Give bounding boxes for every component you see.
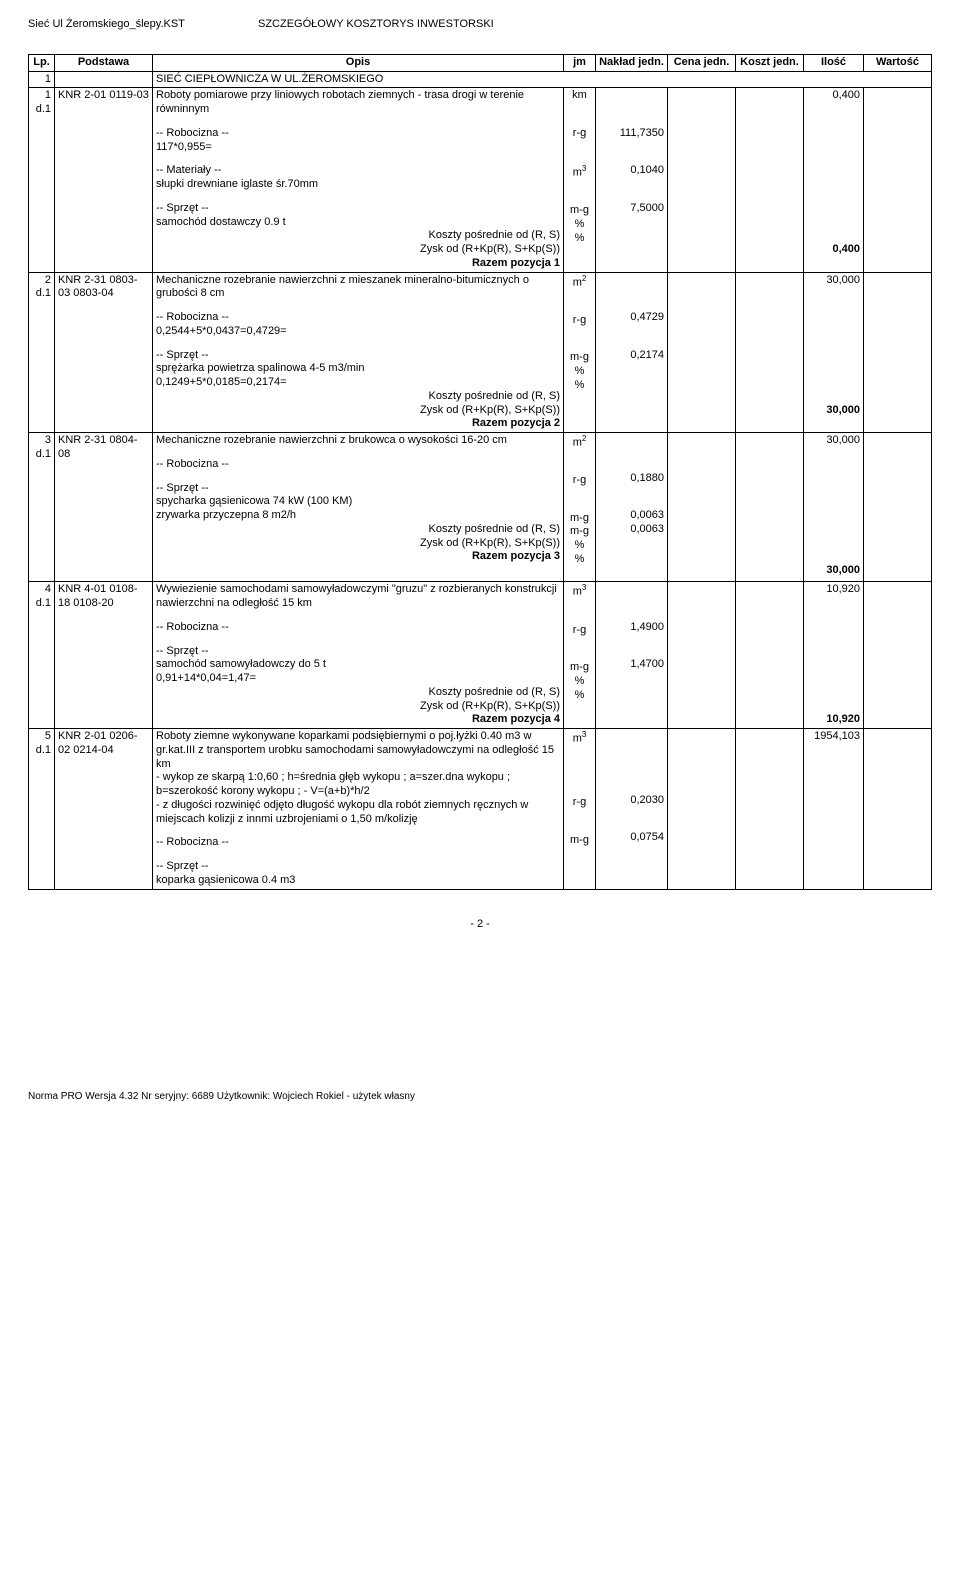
col-nak: Nakład jedn. — [596, 54, 668, 71]
col-wart: Wartość — [864, 54, 932, 71]
cell-ilosc: 30,000 30,000 — [804, 272, 864, 433]
table-row: 3d.1 KNR 2-31 0804-08 Mechaniczne rozebr… — [29, 433, 932, 582]
page-number: - 2 - — [28, 918, 932, 932]
desc-main: Mechaniczne rozebranie nawierzchni z mie… — [156, 274, 560, 302]
cell-nak: 0,1880 0,00630,0063 — [596, 433, 668, 582]
cell-base: KNR 2-01 0119-03 — [55, 88, 153, 272]
cell-lp: 5d.1 — [29, 729, 55, 890]
table-row: 5d.1 KNR 2-01 0206-02 0214-04 Roboty zie… — [29, 729, 932, 890]
table-row: 1d.1 KNR 2-01 0119-03 Roboty pomiarowe p… — [29, 88, 932, 272]
cell-nak: 111,7350 0,1040 7,5000 — [596, 88, 668, 272]
block-line: 0,91+14*0,04=1,47= — [156, 672, 560, 686]
desc-main: Mechaniczne rozebranie nawierzchni z bru… — [156, 434, 560, 448]
cell-koszt — [736, 272, 804, 433]
cell-koszt — [736, 88, 804, 272]
cell-desc: Mechaniczne rozebranie nawierzchni z bru… — [153, 433, 564, 582]
cell-nak: 0,2030 0,0754 — [596, 729, 668, 890]
cell-koszt — [736, 582, 804, 729]
col-desc: Opis — [153, 54, 564, 71]
header-left: Sieć Ul Żeromskiego_ślepy.KST — [28, 18, 228, 32]
cell-lp: 4d.1 — [29, 582, 55, 729]
col-base: Podstawa — [55, 54, 153, 71]
cell-desc: Wywiezienie samochodami samowyładowczymi… — [153, 582, 564, 729]
cell-jm: m2 r-g m-g %% — [564, 272, 596, 433]
col-lp: Lp. — [29, 54, 55, 71]
block-label: -- Sprzęt -- — [156, 202, 560, 216]
cell-desc: Roboty pomiarowe przy liniowych robotach… — [153, 88, 564, 272]
block-line: sprężarka powietrza spalinowa 4-5 m3/min — [156, 362, 560, 376]
block-label: -- Robocizna -- — [156, 458, 560, 472]
cell-ilosc: 10,920 10,920 — [804, 582, 864, 729]
cell-base: KNR 2-31 0804-08 — [55, 433, 153, 582]
cell-ilosc: 0,400 0,400 — [804, 88, 864, 272]
desc-main: Roboty ziemne wykonywane koparkami podsi… — [156, 730, 560, 826]
cell-base: KNR 2-31 0803-03 0803-04 — [55, 272, 153, 433]
cell-desc: Roboty ziemne wykonywane koparkami podsi… — [153, 729, 564, 890]
cell-nak: 1,4900 1,4700 — [596, 582, 668, 729]
cell-base: KNR 4-01 0108-18 0108-20 — [55, 582, 153, 729]
table-row: 4d.1 KNR 4-01 0108-18 0108-20 Wywiezieni… — [29, 582, 932, 729]
table-body: 1 SIEĆ CIEPŁOWNICZA W UL.ŻEROMSKIEGO 1d.… — [29, 71, 932, 889]
cell-lp: 2d.1 — [29, 272, 55, 433]
cost-table: Lp. Podstawa Opis jm Nakład jedn. Cena j… — [28, 54, 932, 890]
col-jm: jm — [564, 54, 596, 71]
block-label: -- Robocizna -- — [156, 836, 560, 850]
cell-wart — [864, 433, 932, 582]
block-line: spycharka gąsienicowa 74 kW (100 KM) — [156, 495, 560, 509]
cell-cena — [668, 729, 736, 890]
cell-jm: m2 r-g m-gm-g %% — [564, 433, 596, 582]
cell-desc: Mechaniczne rozebranie nawierzchni z mie… — [153, 272, 564, 433]
block-label: -- Sprzęt -- — [156, 482, 560, 496]
page-header: Sieć Ul Żeromskiego_ślepy.KST SZCZEGÓŁOW… — [28, 18, 932, 32]
desc-main: Roboty pomiarowe przy liniowych robotach… — [156, 89, 560, 117]
block-line: słupki drewniane iglaste śr.70mm — [156, 178, 560, 192]
block-line: 117*0,955= — [156, 141, 560, 155]
cell-cena — [668, 433, 736, 582]
cell-cena — [668, 88, 736, 272]
desc-main: Wywiezienie samochodami samowyładowczymi… — [156, 583, 560, 611]
cell-cena — [668, 582, 736, 729]
cell-koszt — [736, 433, 804, 582]
cell-ilosc: 30,000 30,000 — [804, 433, 864, 582]
section-lp: 1 — [29, 71, 55, 88]
block-label: -- Sprzęt -- — [156, 860, 560, 874]
cell-wart — [864, 272, 932, 433]
cell-koszt — [736, 729, 804, 890]
block-label: -- Sprzęt -- — [156, 349, 560, 363]
block-label: -- Sprzęt -- — [156, 645, 560, 659]
col-ilosc: Ilość — [804, 54, 864, 71]
cell-wart — [864, 582, 932, 729]
cell-jm: km r-g m3 m-g %% — [564, 88, 596, 272]
block-label: -- Robocizna -- — [156, 311, 560, 325]
cell-nak: 0,4729 0,2174 — [596, 272, 668, 433]
cell-wart — [864, 729, 932, 890]
block-line: 0,1249+5*0,0185=0,2174= — [156, 376, 560, 390]
cell-lp: 3d.1 — [29, 433, 55, 582]
block-label: -- Robocizna -- — [156, 127, 560, 141]
col-cena: Cena jedn. — [668, 54, 736, 71]
cell-base: KNR 2-01 0206-02 0214-04 — [55, 729, 153, 890]
cell-lp: 1d.1 — [29, 88, 55, 272]
block-line: samochód samowyładowczy do 5 t — [156, 658, 560, 672]
block-line: zrywarka przyczepna 8 m2/h — [156, 509, 560, 523]
block-line: koparka gąsienicowa 0.4 m3 — [156, 874, 560, 888]
block-line: samochód dostawczy 0.9 t — [156, 216, 560, 230]
cell-cena — [668, 272, 736, 433]
header-center: SZCZEGÓŁOWY KOSZTORYS INWESTORSKI — [228, 18, 932, 32]
cell-jm: m3 r-g m-g — [564, 729, 596, 890]
cell-wart — [864, 88, 932, 272]
col-koszt: Koszt jedn. — [736, 54, 804, 71]
block-line: 0,2544+5*0,0437=0,4729= — [156, 325, 560, 339]
block-label: -- Materiały -- — [156, 164, 560, 178]
cell-ilosc: 1954,103 — [804, 729, 864, 890]
footer-note: Norma PRO Wersja 4.32 Nr seryjny: 6689 U… — [28, 1091, 932, 1104]
block-label: -- Robocizna -- — [156, 621, 560, 635]
cell-jm: m3 r-g m-g %% — [564, 582, 596, 729]
section-base — [55, 71, 153, 88]
table-row: 2d.1 KNR 2-31 0803-03 0803-04 Mechaniczn… — [29, 272, 932, 433]
section-title: SIEĆ CIEPŁOWNICZA W UL.ŻEROMSKIEGO — [153, 71, 932, 88]
table-head: Lp. Podstawa Opis jm Nakład jedn. Cena j… — [29, 54, 932, 71]
